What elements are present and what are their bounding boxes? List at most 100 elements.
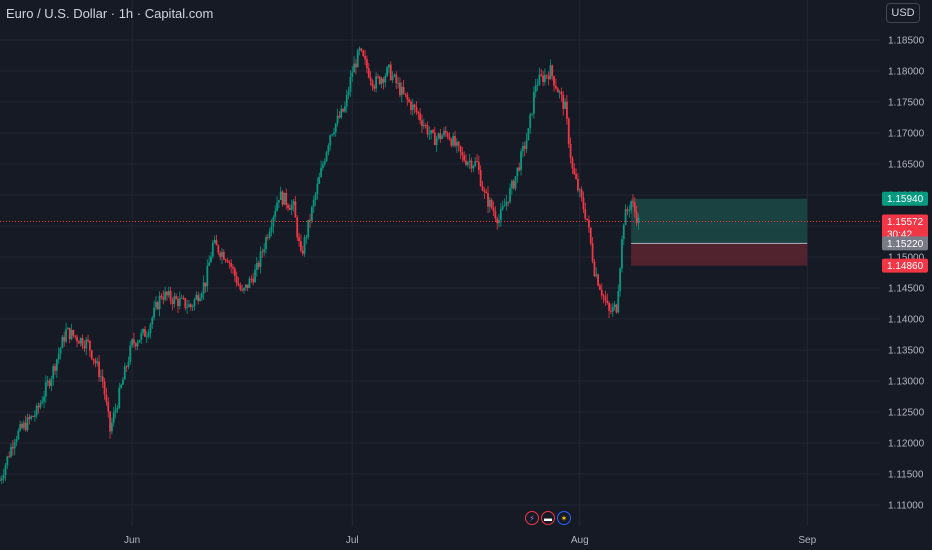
candle-body <box>397 82 400 84</box>
time-axis[interactable]: Jun Jul Aug Sep <box>124 535 817 546</box>
candle-body <box>140 332 143 340</box>
candle-body <box>538 74 541 86</box>
position-zones[interactable] <box>631 198 808 266</box>
candle-body <box>610 310 612 312</box>
candle-body <box>481 185 484 191</box>
stop-price-tag-label: 1.14860 <box>887 261 924 272</box>
price-tags: 1.15940 1.15572 30:421.15220 1.14860 <box>882 191 928 273</box>
candle-body <box>358 48 361 51</box>
candle-body <box>503 205 506 207</box>
candle-body <box>566 101 568 119</box>
candle-body <box>149 324 152 334</box>
candle-body <box>437 133 440 139</box>
candle-body <box>331 134 333 136</box>
candle-body <box>285 192 288 205</box>
candle-body <box>138 339 141 343</box>
candle-body <box>94 360 97 364</box>
candle-body <box>298 237 300 242</box>
candle-body <box>395 74 398 84</box>
price-axis[interactable]: 1.185001.180001.175001.170001.165001.160… <box>888 36 925 512</box>
candle-body <box>586 218 588 221</box>
bolt-icon[interactable]: ⚡ <box>525 511 539 525</box>
candle-body <box>606 300 609 303</box>
candle-body <box>268 231 271 238</box>
candle-body <box>637 217 640 224</box>
candle-body <box>17 430 20 439</box>
candle-body <box>142 329 145 333</box>
candle-body <box>237 283 240 286</box>
candle-body <box>197 295 200 302</box>
candle-body <box>461 152 464 156</box>
candle-body <box>224 259 227 261</box>
eu-flag-icon[interactable]: ✶ <box>557 511 571 525</box>
candle-body <box>169 291 172 301</box>
candle-body <box>147 333 150 337</box>
candle-body <box>488 199 491 207</box>
us-flag-icon[interactable]: ▬ <box>541 511 555 525</box>
candle-body <box>193 299 196 307</box>
candle-body <box>532 92 535 114</box>
candle-body <box>426 125 429 135</box>
candle-body <box>635 211 638 224</box>
candle-body <box>310 206 313 221</box>
candle-body <box>518 167 521 171</box>
candle-body <box>252 278 255 283</box>
candle-body <box>450 139 453 146</box>
candle-body <box>208 262 211 266</box>
candle-body <box>580 189 583 198</box>
candle-body <box>628 210 631 211</box>
candle-body <box>219 252 222 257</box>
candle-body <box>512 180 515 189</box>
price-tick-label: 1.13000 <box>888 377 925 388</box>
candle-body <box>472 165 475 169</box>
candle-body <box>129 345 132 362</box>
candle-body <box>553 76 555 86</box>
candle-body <box>443 130 445 136</box>
candle-body <box>22 422 25 428</box>
candle-body <box>342 108 344 112</box>
candle-body <box>61 336 64 349</box>
candle-body <box>211 242 214 257</box>
candle-body <box>402 86 405 94</box>
candle-body <box>393 74 396 77</box>
candle-body <box>65 329 67 342</box>
candle-body <box>597 274 599 286</box>
candle-body <box>351 72 354 77</box>
candle-body <box>180 297 183 299</box>
candle-body <box>254 269 256 283</box>
candle-body <box>600 289 603 296</box>
candle-body <box>622 224 625 240</box>
currency-button[interactable]: USD <box>886 3 920 23</box>
candle-body <box>243 287 245 291</box>
symbol-title[interactable]: Euro / U.S. Dollar · 1h · Capital.com <box>6 6 214 21</box>
candle-body <box>178 298 181 307</box>
candle-body <box>371 80 374 87</box>
candle-body <box>200 293 203 298</box>
candle-body <box>435 138 438 146</box>
candle-body <box>35 405 38 416</box>
candle-body <box>221 251 223 257</box>
candle-body <box>510 180 513 189</box>
price-tick-label: 1.14000 <box>888 315 925 326</box>
candle-body <box>171 300 174 304</box>
candle-body <box>30 416 33 419</box>
candle-body <box>164 291 167 300</box>
candle-body <box>125 366 128 368</box>
candle-body <box>195 295 198 300</box>
candle-body <box>578 189 581 191</box>
candle-body <box>244 284 247 288</box>
candle-body <box>188 304 190 308</box>
economic-events[interactable]: ⚡ ▬ ✶ <box>525 511 573 525</box>
candle-body <box>455 141 458 146</box>
candle-body <box>556 88 559 93</box>
price-tick-label: 1.11500 <box>888 470 924 481</box>
candle-body <box>166 291 168 296</box>
candle-body <box>122 379 124 385</box>
candle-body <box>182 297 185 299</box>
candle-body <box>490 199 493 208</box>
candle-body <box>21 423 23 428</box>
candle-body <box>66 327 69 330</box>
candle-body <box>582 197 585 210</box>
candle-body <box>413 104 416 108</box>
